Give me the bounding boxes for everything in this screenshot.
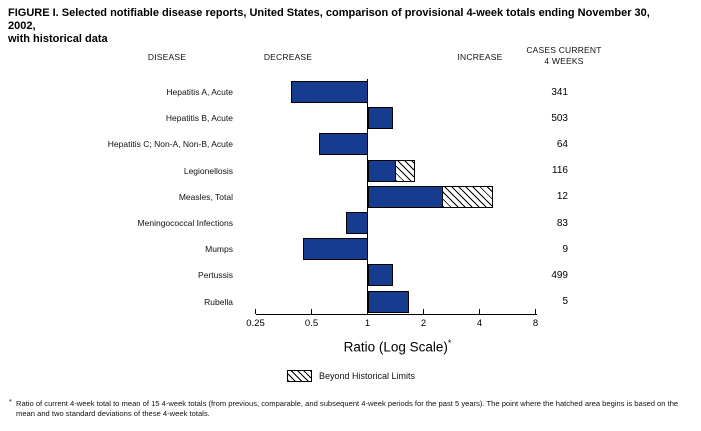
axis-tick-label: 8 [532, 318, 539, 329]
bar-segment-solid [319, 133, 369, 156]
row-label: Mumps [205, 244, 233, 255]
x-axis-label-footnote-marker: * [447, 338, 452, 348]
column-header-disease: DISEASE [147, 52, 187, 62]
row-label: Rubella [204, 296, 233, 307]
axis-tick-label: 2 [420, 318, 427, 329]
x-axis-line [255, 314, 537, 315]
figure-title-line2: with historical data [8, 33, 108, 45]
bar-segment-solid [291, 81, 369, 103]
footnote-marker: * [9, 399, 12, 406]
axis-tick [479, 309, 480, 314]
row-cases-value: 83 [556, 217, 568, 229]
legend-hatch-swatch [287, 370, 312, 382]
row-cases-value: 5 [562, 296, 568, 308]
axis-tick [535, 309, 536, 314]
bar-segment-solid [367, 185, 443, 208]
axis-tick-label: 1 [364, 318, 371, 329]
axis-tick [423, 309, 424, 314]
column-header-cases-line2: 4 WEEKS [544, 56, 584, 66]
bar-segment-solid [367, 107, 393, 130]
axis-tick [255, 309, 256, 314]
axis-tick [311, 309, 312, 314]
column-header-cases-line1: CASES CURRENT [526, 45, 602, 55]
row-cases-value: 503 [551, 112, 568, 124]
bar-segment-beyond-limits [441, 185, 493, 208]
column-header-increase: INCREASE [457, 52, 503, 62]
row-cases-value: 116 [552, 165, 568, 177]
bar-segment-solid [302, 238, 369, 261]
bar-segment-beyond-limits [394, 159, 415, 182]
row-label: Hepatitis A, Acute [166, 87, 233, 97]
row-label: Hepatitis B, Acute [165, 113, 233, 124]
legend-hatch-label: Beyond Historical Limits [319, 371, 416, 381]
bar-segment-solid [346, 212, 369, 234]
row-cases-value: 12 [556, 191, 568, 203]
axis-tick-label: 0.5 [304, 318, 319, 329]
row-label: Hepatitis C; Non-A, Non-B, Acute [107, 139, 233, 150]
row-label: Legionellosis [183, 165, 233, 176]
row-label: Meningococcal Infections [137, 218, 233, 228]
x-axis-label-text: Ratio (Log Scale) [343, 339, 448, 355]
row-label: Pertussis [198, 270, 233, 281]
row-label: Measles, Total [178, 191, 233, 202]
row-cases-value: 64 [556, 138, 568, 150]
axis-tick-label: 4 [476, 318, 483, 329]
bar-segment-solid [367, 264, 393, 287]
figure-title: FIGURE I. Selected notifiable disease re… [8, 7, 668, 46]
figure-title-line1: FIGURE I. Selected notifiable disease re… [8, 7, 650, 32]
axis-tick-label: 0.25 [246, 318, 265, 329]
bar-segment-solid [367, 159, 396, 182]
bar-segment-solid [367, 290, 409, 313]
row-cases-value: 9 [562, 243, 568, 255]
footnote: * Ratio of current 4-week total to mean … [8, 399, 696, 418]
row-cases-value: 341 [551, 86, 568, 98]
column-header-decrease: DECREASE [263, 52, 313, 62]
axis-tick [367, 309, 368, 314]
row-cases-value: 499 [551, 269, 568, 281]
footnote-text: Ratio of current 4-week total to mean of… [16, 399, 679, 418]
column-header-cases: CASES CURRENT 4 WEEKS [512, 45, 616, 67]
x-axis-label: Ratio (Log Scale)* [295, 338, 500, 355]
